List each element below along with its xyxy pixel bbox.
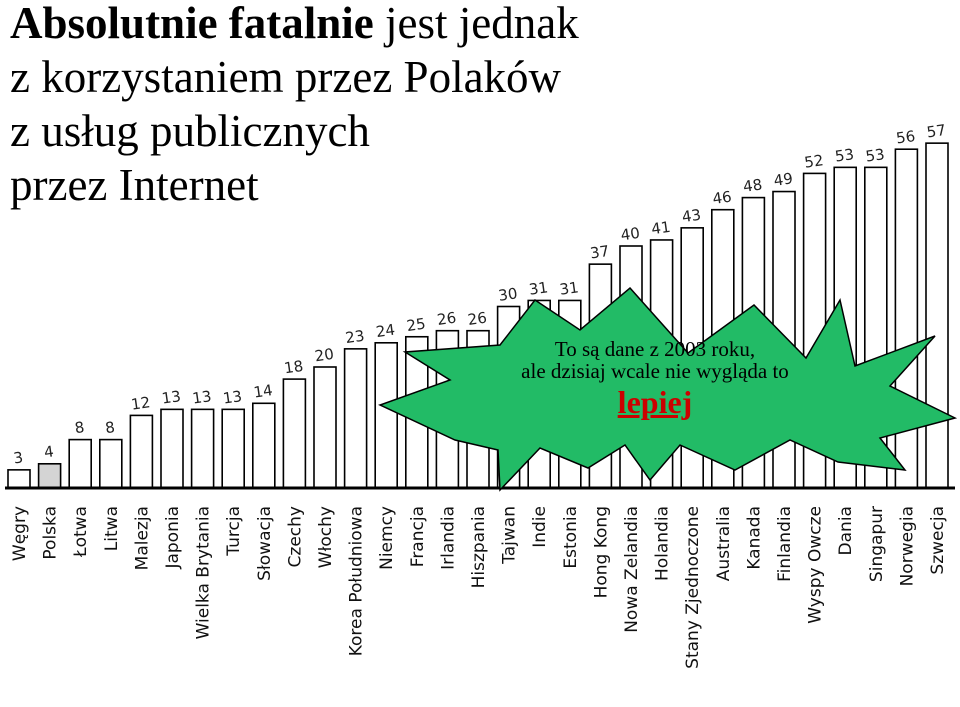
value-label-hiszpania: 26 — [467, 309, 488, 329]
category-label-wielka-brytania: Wielka Brytania — [194, 506, 214, 639]
category-label-irlandia: Irlandia — [438, 506, 458, 570]
bar-niemcy — [374, 341, 399, 489]
value-label-czechy: 18 — [283, 357, 304, 377]
bar-łotwa — [68, 438, 92, 489]
category-label-wyspy-owcze: Wyspy Owcze — [806, 506, 826, 624]
bar-japonia — [160, 408, 184, 489]
value-label-japonia: 13 — [161, 387, 182, 407]
value-label-indie: 31 — [528, 278, 549, 298]
value-label-turcja: 13 — [222, 387, 243, 407]
value-label-litwa: 8 — [104, 418, 116, 437]
bar-węgry — [7, 469, 31, 489]
category-label-turcja: Turcja — [224, 506, 244, 557]
category-label-dania: Dania — [836, 506, 856, 555]
value-label-szwecja: 57 — [926, 121, 947, 141]
bar-polska — [37, 462, 62, 489]
bar-włochy — [313, 366, 337, 489]
category-label-czechy: Czechy — [285, 506, 305, 567]
value-label-tajwan: 30 — [497, 284, 518, 304]
bar-malezja — [129, 414, 154, 489]
value-label-holandia: 41 — [650, 218, 671, 238]
value-label-włochy: 20 — [314, 345, 335, 365]
value-label-łotwa: 8 — [74, 418, 86, 437]
category-label-japonia: Japonia — [163, 506, 183, 570]
value-label-stany-zjednoczone: 43 — [681, 206, 702, 226]
value-label-słowacja: 14 — [252, 381, 273, 401]
category-label-nowa-zelandia: Nowa Zelandia — [622, 506, 642, 633]
title-bold-part: Absolutnie fatalnie — [10, 0, 374, 48]
bar-słowacja — [252, 402, 276, 489]
value-label-finlandia: 49 — [773, 169, 794, 189]
category-label-norwegia: Norwegia — [897, 506, 917, 586]
category-label-słowacja: Słowacja — [255, 506, 275, 581]
callout-line-1: To są dane z 2003 roku, — [554, 337, 756, 361]
value-label-estonia: 31 — [558, 278, 579, 298]
bar-wielka-brytania — [190, 408, 215, 489]
category-label-tajwan: Tajwan — [500, 506, 520, 565]
category-label-malezja: Malezja — [132, 506, 152, 570]
title-line4: przez Internet — [10, 160, 259, 210]
bar-litwa — [99, 438, 123, 489]
title-line3: z usług publicznych — [10, 106, 370, 156]
value-label-irlandia: 26 — [436, 309, 457, 329]
category-label-łotwa: Łotwa — [71, 506, 91, 558]
value-label-korea-południowa: 23 — [344, 327, 365, 347]
category-label-korea-południowa: Korea Południowa — [347, 506, 367, 656]
category-label-stany-zjednoczone: Stany Zjednoczone — [683, 506, 703, 669]
category-label-francja: Francja — [408, 506, 428, 567]
category-label-węgry: Węgry — [10, 506, 30, 561]
category-label-hiszpania: Hiszpania — [469, 506, 489, 588]
category-label-finlandia: Finlandia — [775, 506, 795, 582]
value-label-singapur: 53 — [864, 145, 885, 165]
category-label-holandia: Holandia — [653, 506, 673, 581]
value-label-wyspy-owcze: 52 — [803, 151, 824, 171]
category-label-niemcy: Niemcy — [377, 506, 397, 570]
callout-emphasis: lepiej — [617, 384, 693, 420]
callout-layer — [378, 286, 958, 492]
value-label-malezja: 12 — [130, 393, 151, 413]
value-label-norwegia: 56 — [895, 127, 916, 147]
callout-burst-shape — [378, 286, 958, 492]
category-label-litwa: Litwa — [102, 506, 122, 551]
title-line2: z korzystaniem przez Polaków — [10, 52, 562, 102]
bar-norwegia — [894, 148, 919, 489]
value-label-dania: 53 — [834, 145, 855, 165]
value-label-hong-kong: 37 — [589, 242, 610, 262]
slide-title: Absolutnie fatalnie jest jednak z korzys… — [10, 0, 579, 212]
category-label-szwecja: Szwecja — [928, 506, 948, 575]
callout-text: To są dane z 2003 roku, ale dzisiaj wcal… — [455, 338, 855, 422]
category-label-kanada: Kanada — [744, 506, 764, 570]
category-label-singapur: Singapur — [867, 506, 887, 582]
bar-szwecja — [925, 142, 949, 489]
callout-line-2: ale dzisiaj wcale nie wygląda to — [521, 359, 789, 383]
bar-korea-południowa — [343, 348, 368, 489]
category-label-estonia: Estonia — [561, 506, 581, 569]
category-label-australia: Australia — [714, 506, 734, 581]
category-label-hong-kong: Hong Kong — [591, 506, 611, 598]
bar-czechy — [282, 378, 307, 489]
value-label-australia: 46 — [711, 188, 732, 208]
value-label-wielka-brytania: 13 — [191, 387, 212, 407]
category-label-indie: Indie — [530, 506, 550, 548]
value-label-nowa-zelandia: 40 — [620, 224, 641, 244]
category-label-polska: Polska — [41, 506, 61, 560]
value-label-francja: 25 — [405, 315, 426, 335]
title-line1-rest: jest jednak — [373, 0, 579, 48]
value-label-węgry: 3 — [12, 448, 24, 467]
bar-turcja — [221, 408, 245, 489]
category-label-włochy: Włochy — [316, 506, 336, 568]
value-label-niemcy: 24 — [375, 321, 396, 341]
value-label-kanada: 48 — [742, 175, 763, 195]
value-label-polska: 4 — [43, 442, 55, 461]
